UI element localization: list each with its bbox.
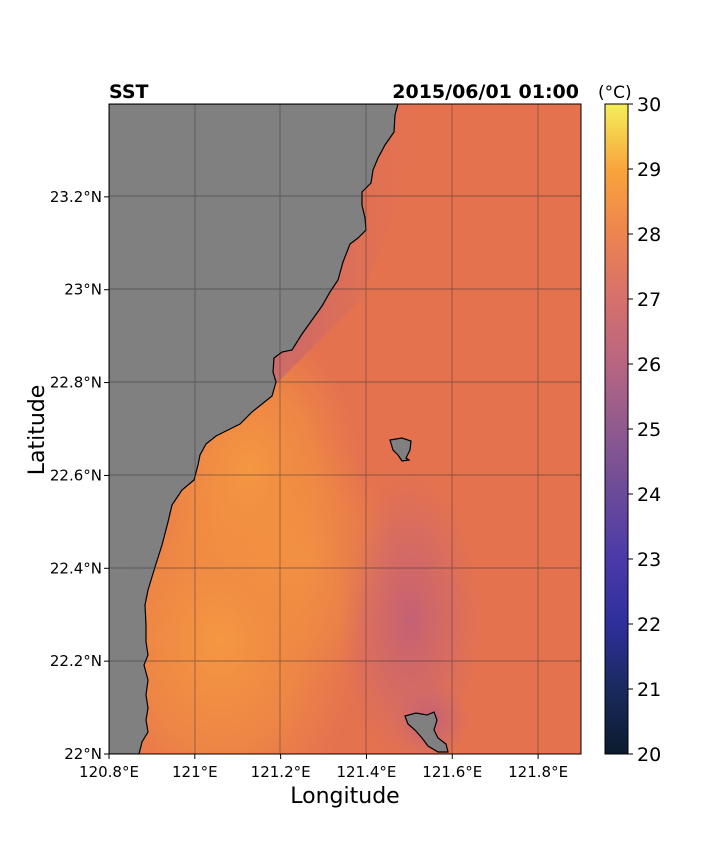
colorbar-tick-label: 28: [637, 224, 661, 246]
colorbar-ticks: 20 21 22 23 24 25 26 27 28 29 30: [628, 94, 661, 766]
y-tick-label: 22°N: [64, 745, 102, 763]
x-tick-label: 121°E: [172, 763, 218, 781]
x-tick-label: 121.6°E: [422, 763, 482, 781]
colorbar-tick-label: 29: [637, 159, 661, 181]
colorbar-tick-label: 25: [637, 419, 661, 441]
islet-green-island: [389, 437, 412, 462]
y-tick-label: 22.6°N: [50, 466, 102, 484]
y-tick-label: 22.8°N: [50, 374, 102, 392]
colorbar-unit-label: (°C): [598, 83, 632, 103]
colorbar-tick-label: 20: [637, 744, 661, 766]
y-tick-label: 23°N: [64, 281, 102, 299]
y-axis-ticks: 22°N 22.2°N 22.4°N 22.6°N 22.8°N 23°N 23.2°N: [50, 188, 109, 763]
title-right-timestamp: 2015/06/01 01:00: [392, 81, 579, 103]
y-axis-label: Latitude: [25, 385, 50, 476]
y-tick-label: 23.2°N: [50, 188, 102, 206]
colorbar-tick-label: 26: [637, 354, 661, 376]
colorbar-tick-label: 21: [637, 679, 661, 701]
map-frame: [108, 103, 582, 755]
colorbar-tick-label: 30: [637, 94, 661, 116]
x-tick-label: 121.2°E: [251, 763, 311, 781]
x-tick-label: 121.4°E: [336, 763, 396, 781]
colorbar-tick-label: 24: [637, 484, 661, 506]
map-area: [109, 104, 581, 754]
colorbar-tick-label: 27: [637, 289, 661, 311]
x-tick-label: 120.8°E: [79, 763, 139, 781]
y-tick-label: 22.2°N: [50, 652, 102, 670]
title-left: SST: [109, 81, 149, 103]
x-tick-label: 121.8°E: [508, 763, 568, 781]
x-axis-label: Longitude: [290, 784, 399, 809]
colorbar: [604, 103, 629, 755]
land-taiwan: [109, 104, 399, 754]
x-axis-ticks: 120.8°E 121°E 121.2°E 121.4°E 121.6°E 121.8°E: [79, 754, 568, 781]
colorbar-tick-label: 22: [637, 614, 661, 636]
colorbar-tick-label: 23: [637, 549, 661, 571]
gridlines: [109, 104, 581, 754]
y-tick-label: 22.4°N: [50, 559, 102, 577]
islet-orchid-island: [404, 711, 449, 753]
